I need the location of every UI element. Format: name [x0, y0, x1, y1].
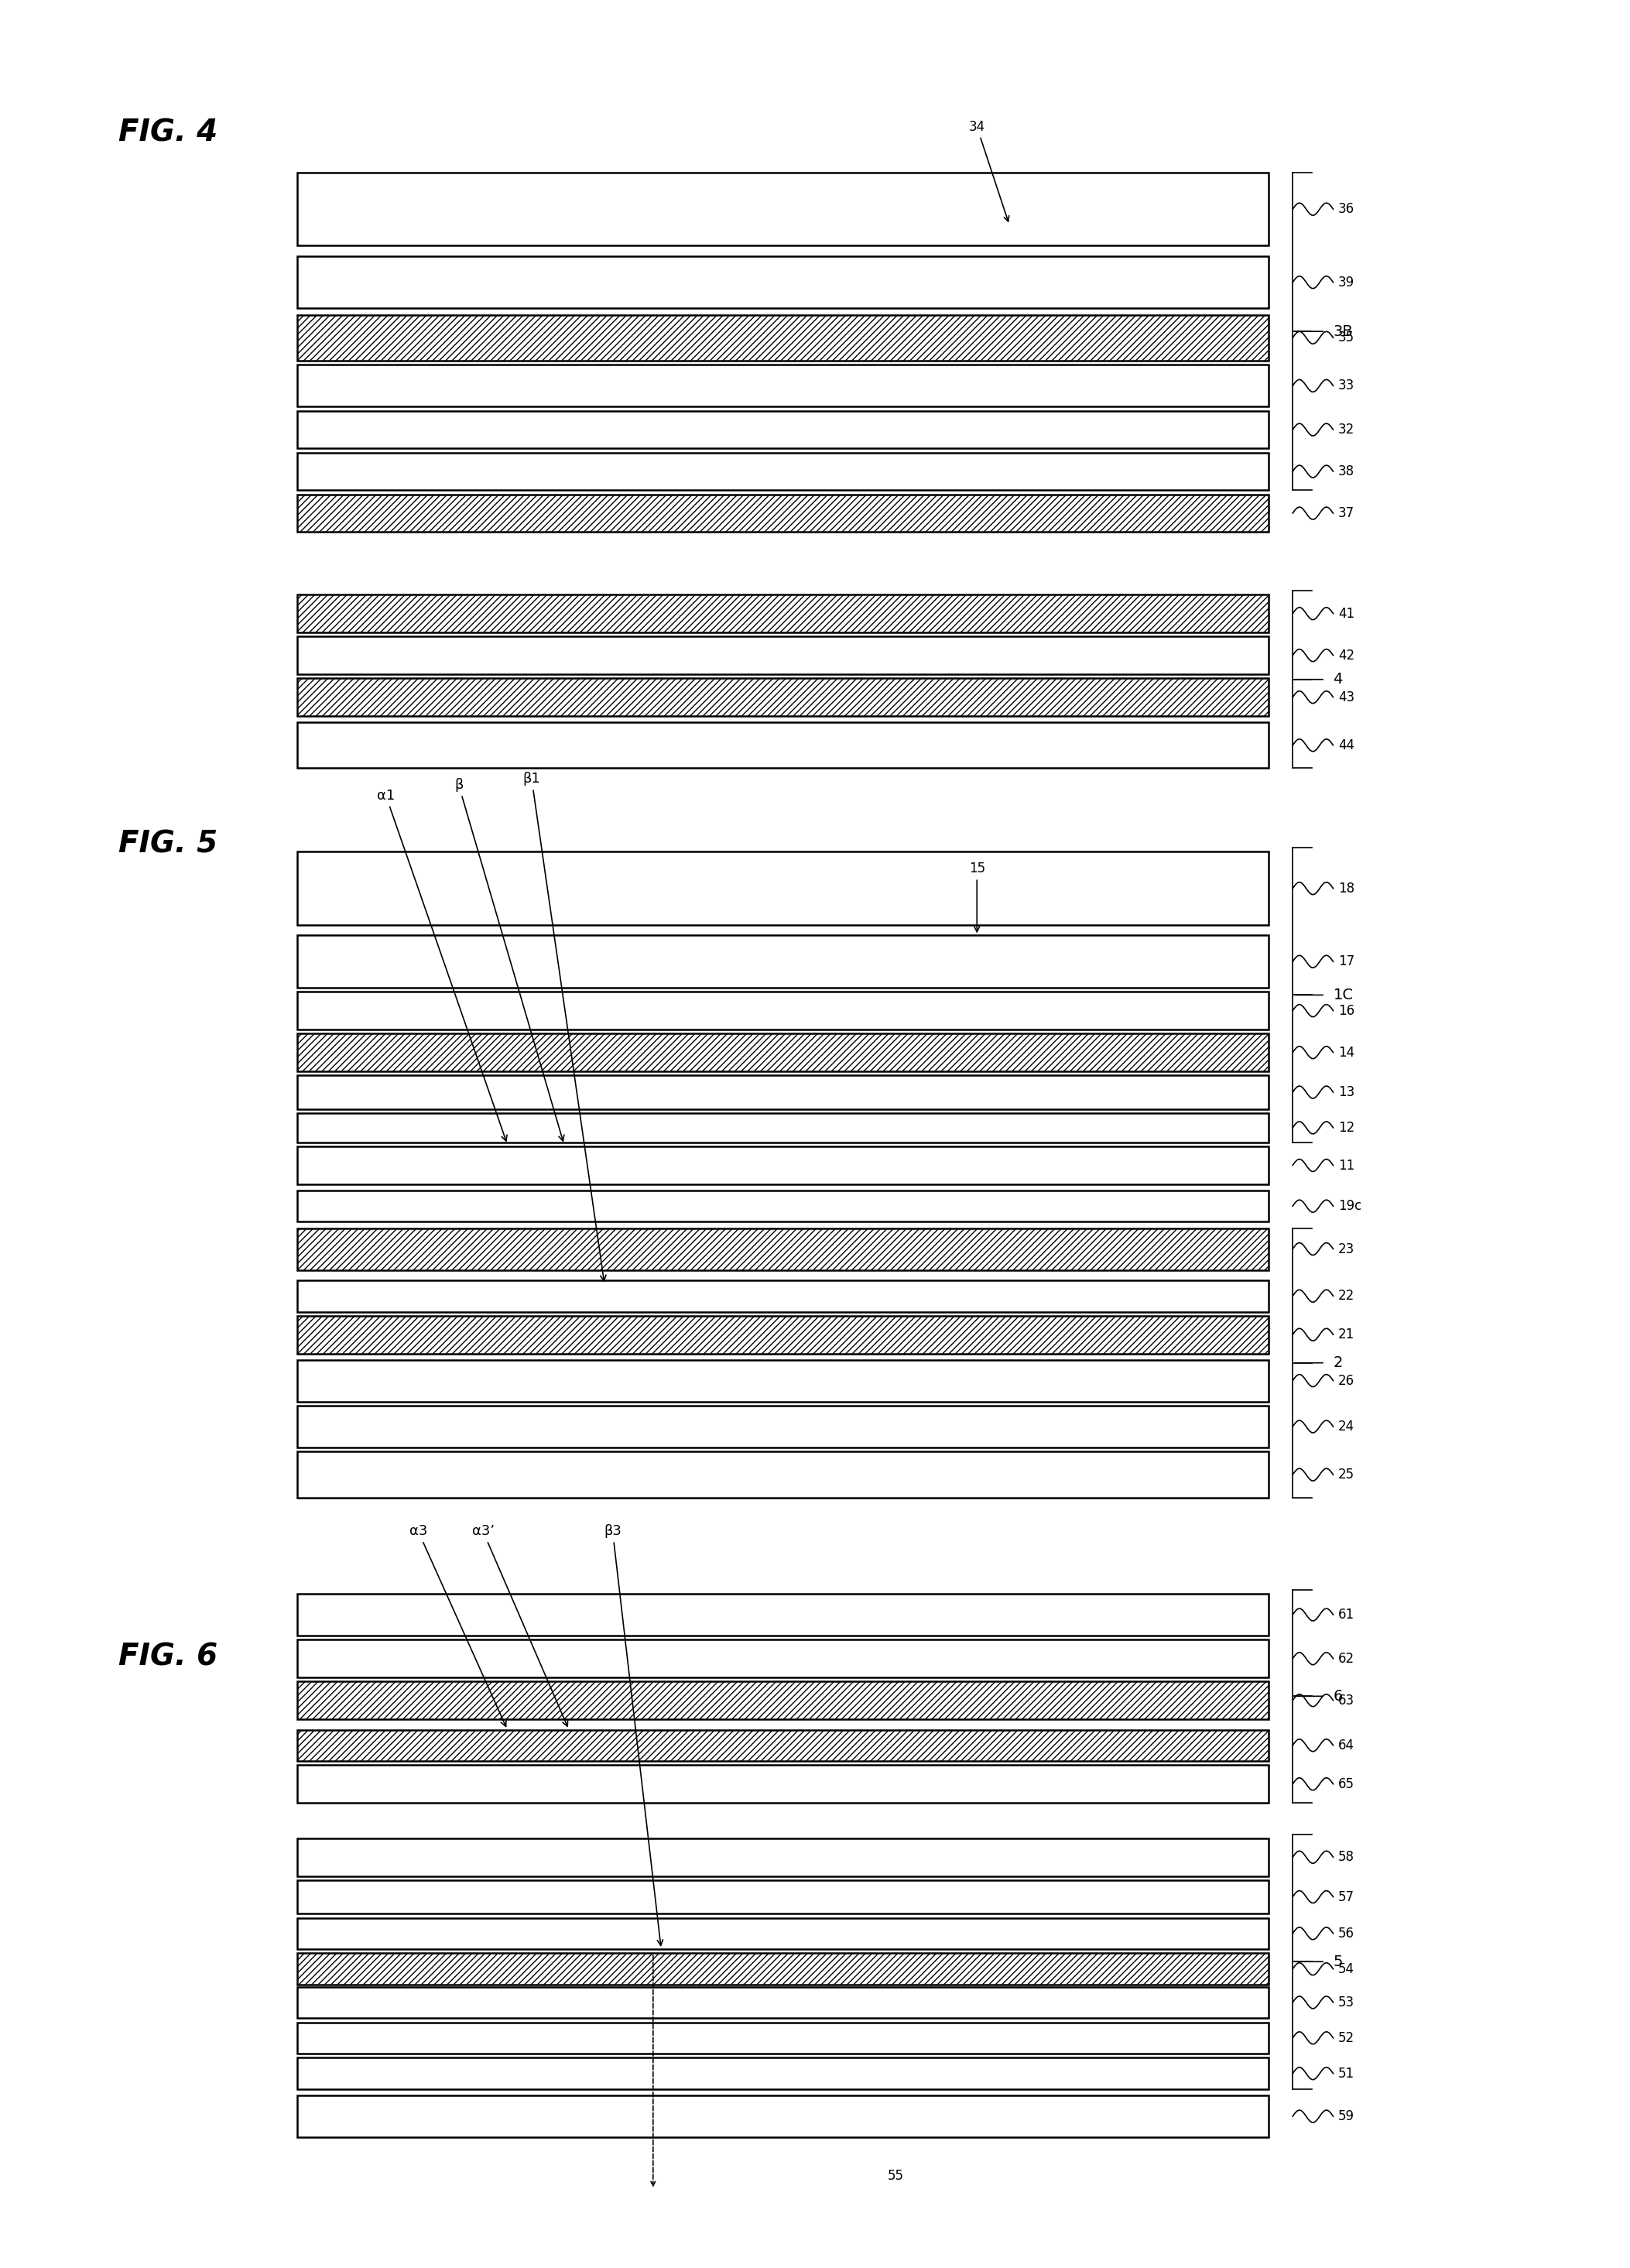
Text: 55: 55 [888, 2168, 905, 2182]
Text: 6: 6 [1333, 1690, 1343, 1703]
Bar [297, 1361, 1268, 1402]
Bar [297, 1148, 1268, 1184]
Text: 3B: 3B [1333, 324, 1353, 338]
Bar [297, 934, 1268, 987]
Text: α3: α3 [409, 1524, 507, 1726]
Bar [297, 256, 1268, 308]
Bar [297, 1730, 1268, 1760]
Bar [297, 1839, 1268, 1876]
Text: 44: 44 [1338, 739, 1355, 753]
Bar [297, 678, 1268, 717]
Text: 56: 56 [1338, 1926, 1355, 1941]
Bar [297, 1315, 1268, 1354]
Text: 12: 12 [1338, 1120, 1355, 1134]
Bar [297, 1114, 1268, 1143]
Bar [297, 1452, 1268, 1497]
Bar [297, 1765, 1268, 1803]
Text: 39: 39 [1338, 274, 1355, 290]
Text: 1C: 1C [1333, 987, 1353, 1002]
Bar [297, 1953, 1268, 1984]
Bar [297, 494, 1268, 533]
Bar [297, 315, 1268, 361]
Bar [297, 1640, 1268, 1678]
Text: 24: 24 [1338, 1420, 1355, 1433]
Text: 37: 37 [1338, 506, 1355, 519]
Text: 57: 57 [1338, 1889, 1355, 1903]
Text: 5: 5 [1333, 1955, 1343, 1969]
Bar [297, 1034, 1268, 1070]
Text: 2: 2 [1333, 1356, 1343, 1370]
Text: 34: 34 [968, 120, 1009, 222]
Text: 22: 22 [1338, 1288, 1355, 1302]
Bar [297, 1191, 1268, 1222]
Text: 63: 63 [1338, 1694, 1355, 1708]
Text: 54: 54 [1338, 1962, 1355, 1975]
Bar [297, 721, 1268, 769]
Bar [297, 454, 1268, 490]
Text: FIG. 5: FIG. 5 [119, 830, 218, 860]
Bar [297, 1227, 1268, 1270]
Bar [297, 1681, 1268, 1719]
Text: β3: β3 [603, 1524, 663, 1946]
Bar [297, 1281, 1268, 1311]
Text: 36: 36 [1338, 202, 1355, 215]
Bar [297, 1594, 1268, 1635]
Text: 33: 33 [1338, 379, 1355, 392]
Text: 61: 61 [1338, 1608, 1355, 1622]
Text: 53: 53 [1338, 1996, 1355, 2009]
Text: 62: 62 [1338, 1651, 1355, 1665]
Text: 23: 23 [1338, 1243, 1355, 1256]
Bar [297, 1987, 1268, 2019]
Bar [297, 1406, 1268, 1447]
Text: 58: 58 [1338, 1851, 1355, 1864]
Text: 19c: 19c [1338, 1200, 1361, 1213]
Text: 43: 43 [1338, 689, 1355, 703]
Text: 52: 52 [1338, 2030, 1355, 2046]
Text: 26: 26 [1338, 1374, 1355, 1388]
Bar [297, 172, 1268, 245]
Text: FIG. 4: FIG. 4 [119, 118, 218, 147]
Text: 64: 64 [1338, 1737, 1355, 1753]
Text: 25: 25 [1338, 1467, 1355, 1481]
Bar [297, 2096, 1268, 2136]
Text: 11: 11 [1338, 1159, 1355, 1173]
Text: 13: 13 [1338, 1084, 1355, 1100]
Bar [297, 411, 1268, 449]
Text: FIG. 6: FIG. 6 [119, 1642, 218, 1672]
Text: 35: 35 [1338, 331, 1355, 345]
Bar [297, 2023, 1268, 2053]
Bar [297, 1919, 1268, 1948]
Text: 38: 38 [1338, 465, 1355, 479]
Text: α3’: α3’ [471, 1524, 567, 1726]
Text: 18: 18 [1338, 882, 1355, 896]
Text: 65: 65 [1338, 1778, 1355, 1792]
Text: 42: 42 [1338, 649, 1355, 662]
Text: 16: 16 [1338, 1005, 1355, 1018]
Bar [297, 1075, 1268, 1109]
Bar [297, 637, 1268, 674]
Text: 4: 4 [1333, 671, 1343, 687]
Text: β1: β1 [523, 771, 606, 1281]
Text: α1: α1 [377, 789, 507, 1141]
Bar [297, 991, 1268, 1030]
Bar [297, 853, 1268, 925]
Text: 51: 51 [1338, 2066, 1355, 2080]
Text: 59: 59 [1338, 2109, 1355, 2123]
Text: 17: 17 [1338, 955, 1355, 968]
Text: 21: 21 [1338, 1327, 1355, 1343]
Bar [297, 2057, 1268, 2089]
Text: 32: 32 [1338, 422, 1355, 438]
Text: 14: 14 [1338, 1046, 1355, 1059]
Bar [297, 594, 1268, 633]
Bar [297, 1880, 1268, 1914]
Bar [297, 365, 1268, 406]
Text: β: β [455, 778, 564, 1141]
Text: 41: 41 [1338, 606, 1355, 621]
Text: 15: 15 [968, 862, 985, 932]
